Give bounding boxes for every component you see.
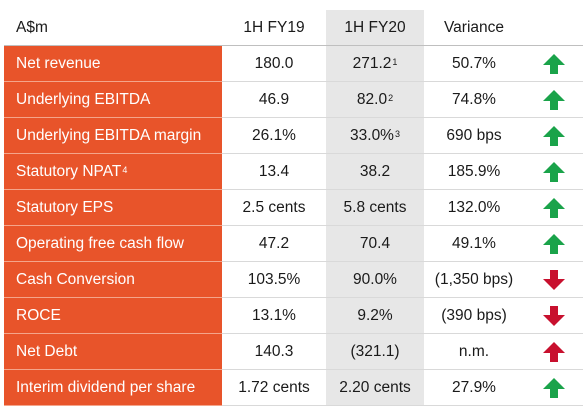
fy20-value: 38.2 — [326, 154, 424, 189]
fy19-value: 47.2 — [258, 234, 290, 252]
fy20-value-text: 271.2 — [352, 54, 392, 72]
fy20-value-text: 38.2 — [359, 162, 391, 180]
fy20-value: (321.1) — [326, 334, 424, 369]
table-row: Cash Conversion 103.5% 90.0% (1,350 bps) — [4, 262, 583, 298]
row-label: Cash Conversion — [4, 262, 222, 298]
variance-value: 74.8% — [452, 90, 496, 108]
table-body: Net revenue 180.0 271.2 1 50.7% Underlying EB… — [4, 46, 583, 406]
row-label: Operating free cash flow — [4, 226, 222, 262]
fy19-value: 2.5 cents — [242, 198, 306, 216]
fy19-value: 13.4 — [258, 162, 290, 180]
table-row: Net Debt 140.3 (321.1) n.m. — [4, 334, 583, 370]
variance-value: 185.9% — [447, 162, 501, 180]
table-row: Operating free cash flow 47.2 70.4 49.1% — [4, 226, 583, 262]
fy19-value: 13.1% — [252, 306, 296, 324]
fy20-value: 9.2% — [326, 298, 424, 333]
variance-value: 132.0% — [447, 198, 501, 216]
table-row: ROCE 13.1% 9.2% (390 bps) — [4, 298, 583, 334]
table-row: Underlying EBITDA 46.9 82.0 2 74.8% — [4, 82, 583, 118]
fy20-value-text: 70.4 — [359, 234, 391, 252]
table-row: Interim dividend per share 1.72 cents 2.20… — [4, 370, 583, 406]
arrow-up-icon — [524, 190, 583, 225]
header-variance: Variance — [443, 18, 505, 36]
arrow-up-icon — [524, 154, 583, 189]
fy20-value-text: 2.20 cents — [339, 378, 411, 396]
arrow-up-icon — [524, 82, 583, 117]
fy20-value-text: 82.0 — [356, 90, 388, 108]
table-row: Underlying EBITDA margin 26.1% 33.0% 3 690 b… — [4, 118, 583, 154]
row-label-text: Interim dividend per share — [16, 378, 196, 396]
row-label-text: Operating free cash flow — [16, 234, 185, 252]
table-row: Statutory NPAT 4 13.4 38.2 185.9% — [4, 154, 583, 190]
arrow-up-icon — [524, 226, 583, 261]
row-label: Statutory NPAT 4 — [4, 154, 222, 190]
fy19-value: 180.0 — [254, 54, 294, 72]
fy20-value-text: 5.8 cents — [343, 198, 407, 216]
fy19-value: 1.72 cents — [238, 378, 310, 396]
fy20-value: 70.4 — [326, 226, 424, 261]
arrow-up-icon — [524, 46, 583, 81]
fy20-value-text: 33.0% — [350, 126, 394, 144]
results-table: A$m 1H FY19 1H FY20 Variance Net revenue… — [4, 10, 583, 406]
fy20-value: 271.2 1 — [326, 46, 424, 81]
row-label: Underlying EBITDA margin — [4, 118, 222, 154]
row-label: Underlying EBITDA — [4, 82, 222, 118]
fy20-value-text: 9.2% — [357, 306, 393, 324]
row-label-text: Underlying EBITDA — [16, 90, 151, 108]
fy20-value-text: 90.0% — [353, 270, 397, 288]
arrow-up-icon — [524, 118, 583, 153]
row-label-text: Net Debt — [16, 342, 78, 360]
fy20-value: 33.0% 3 — [326, 118, 424, 153]
fy19-value: 140.3 — [254, 342, 294, 360]
arrow-up-icon — [524, 370, 583, 405]
row-label-text: Net revenue — [16, 54, 101, 72]
row-label-text: Cash Conversion — [16, 270, 135, 288]
variance-value: 690 bps — [446, 126, 502, 144]
variance-value: n.m. — [458, 342, 490, 360]
row-label: Net Debt — [4, 334, 222, 370]
fy20-value: 82.0 2 — [326, 82, 424, 117]
row-label-text: Underlying EBITDA margin — [16, 126, 202, 144]
fy20-value: 5.8 cents — [326, 190, 424, 225]
variance-value: 49.1% — [452, 234, 496, 252]
table-row: Net revenue 180.0 271.2 1 50.7% — [4, 46, 583, 82]
variance-value: 27.9% — [452, 378, 496, 396]
row-label: ROCE — [4, 298, 222, 334]
header-fy20: 1H FY20 — [326, 10, 424, 45]
header-fy19: 1H FY19 — [243, 18, 305, 36]
row-label-text: Statutory NPAT — [16, 162, 122, 180]
fy20-value-text: (321.1) — [350, 342, 400, 360]
row-label-text: ROCE — [16, 306, 61, 324]
variance-value: (390 bps) — [441, 306, 507, 324]
table-header-row: A$m 1H FY19 1H FY20 Variance — [4, 10, 583, 46]
arrow-down-icon — [524, 262, 583, 297]
variance-value: 50.7% — [452, 54, 496, 72]
row-label: Statutory EPS — [4, 190, 222, 226]
row-label: Interim dividend per share — [4, 370, 222, 406]
header-trend-spacer — [524, 10, 583, 45]
row-label: Net revenue — [4, 46, 222, 82]
arrow-down-icon — [524, 298, 583, 333]
variance-value: (1,350 bps) — [434, 270, 514, 288]
fy20-value: 90.0% — [326, 262, 424, 297]
table-row: Statutory EPS 2.5 cents 5.8 cents 132.0% — [4, 190, 583, 226]
arrow-up-icon — [524, 334, 583, 369]
fy19-value: 46.9 — [258, 90, 290, 108]
header-label: A$m — [16, 18, 48, 36]
fy19-value: 26.1% — [252, 126, 296, 144]
row-label-text: Statutory EPS — [16, 198, 114, 216]
fy19-value: 103.5% — [247, 270, 301, 288]
fy20-value: 2.20 cents — [326, 370, 424, 405]
